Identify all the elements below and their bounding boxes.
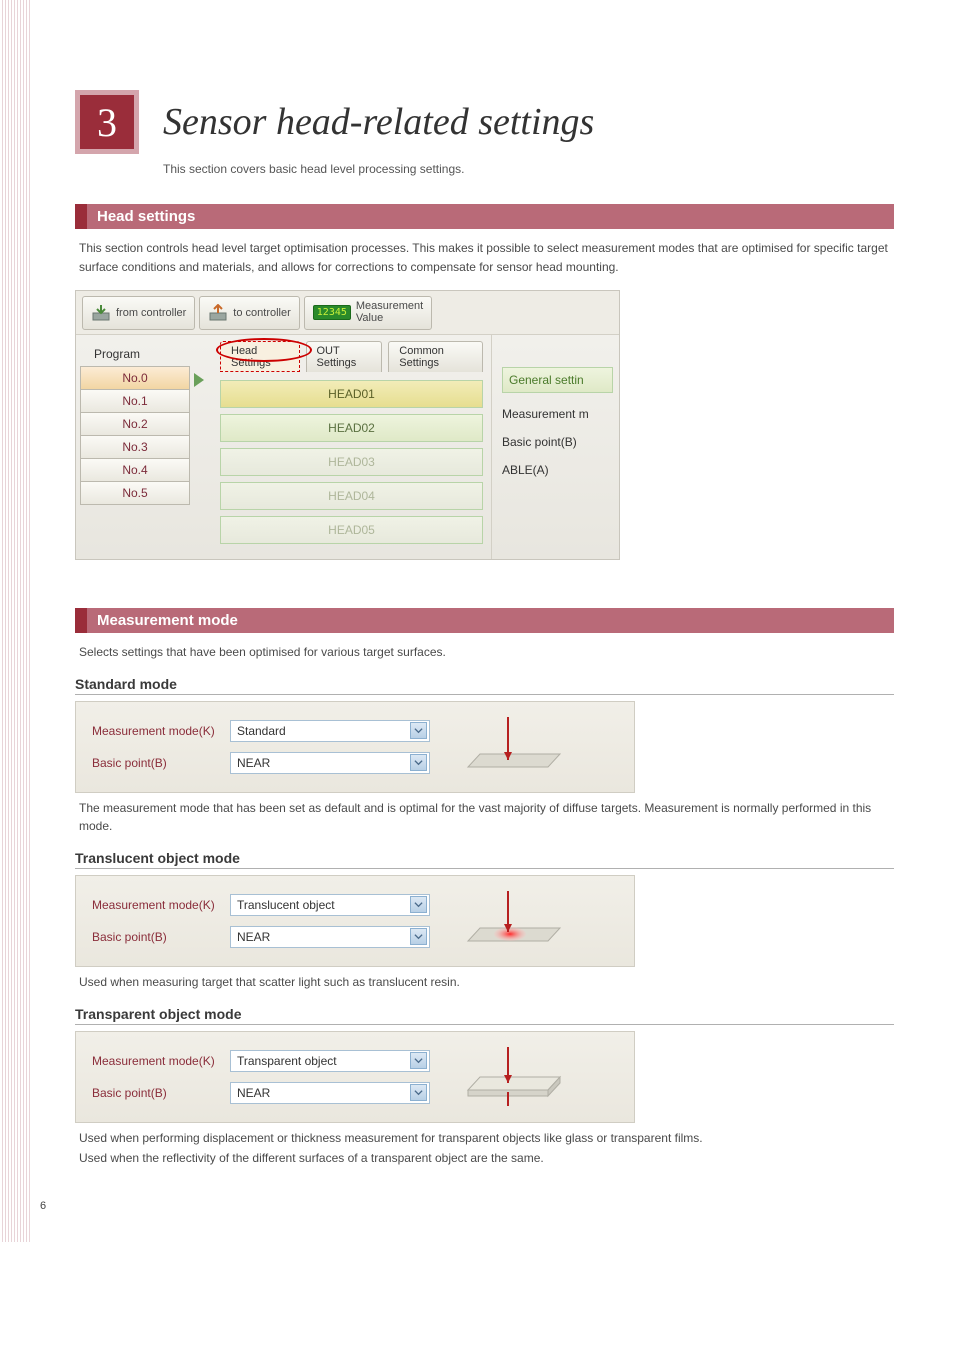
head-item-1[interactable]: HEAD01 bbox=[220, 380, 483, 408]
controller-screenshot: from controller to controller 12345 Meas… bbox=[75, 290, 620, 560]
program-item-3[interactable]: No.3 bbox=[80, 435, 190, 459]
from-controller-label: from controller bbox=[116, 307, 186, 319]
transparent-mode-panel: Measurement mode(K) Transparent object B… bbox=[75, 1031, 635, 1123]
arrow-right-icon bbox=[194, 373, 204, 387]
translucent-mode-panel: Measurement mode(K) Translucent object B… bbox=[75, 875, 635, 967]
chevron-down-icon bbox=[410, 928, 427, 945]
section-head-settings-title: Head settings bbox=[87, 204, 894, 229]
to-controller-label: to controller bbox=[233, 307, 290, 319]
section-measurement-bar: Measurement mode bbox=[75, 608, 894, 633]
chevron-down-icon bbox=[410, 754, 427, 771]
tab-common-settings[interactable]: Common Settings bbox=[388, 341, 483, 372]
program-item-4[interactable]: No.4 bbox=[80, 458, 190, 482]
standard-desc: The measurement mode that has been set a… bbox=[79, 799, 890, 836]
chevron-down-icon bbox=[410, 896, 427, 913]
standard-mode-value: Standard bbox=[237, 724, 286, 738]
transparent-mode-heading: Transparent object mode bbox=[75, 1006, 894, 1025]
chevron-down-icon bbox=[410, 722, 427, 739]
standard-basic-value: NEAR bbox=[237, 756, 270, 770]
arrow-indicator bbox=[194, 335, 220, 559]
measurement-mode-label-3: Measurement mode(K) bbox=[92, 1054, 220, 1068]
chevron-down-icon bbox=[410, 1084, 427, 1101]
measurement-body: Selects settings that have been optimise… bbox=[79, 643, 890, 662]
controller-toolbar: from controller to controller 12345 Meas… bbox=[76, 291, 619, 335]
from-controller-button[interactable]: from controller bbox=[82, 296, 195, 330]
translucent-basic-dropdown[interactable]: NEAR bbox=[230, 926, 430, 948]
to-controller-button[interactable]: to controller bbox=[199, 296, 299, 330]
transparent-basic-value: NEAR bbox=[237, 1086, 270, 1100]
program-item-5[interactable]: No.5 bbox=[80, 481, 190, 505]
right-general[interactable]: General settin bbox=[502, 367, 613, 393]
tab-head-settings[interactable]: Head Settings bbox=[220, 341, 300, 372]
download-icon bbox=[91, 304, 111, 322]
translucent-mode-heading: Translucent object mode bbox=[75, 850, 894, 869]
chapter-number-badge: 3 bbox=[75, 90, 139, 154]
translucent-mode-value: Translucent object bbox=[237, 898, 335, 912]
translucent-mode-dropdown[interactable]: Translucent object bbox=[230, 894, 430, 916]
measurement-value-button[interactable]: 12345 Measurement Value bbox=[304, 296, 432, 330]
right-basic: Basic point(B) bbox=[502, 435, 613, 449]
basic-point-label-2: Basic point(B) bbox=[92, 930, 220, 944]
upload-icon bbox=[208, 304, 228, 322]
measurement-value-label: Measurement Value bbox=[356, 301, 423, 324]
standard-mode-heading: Standard mode bbox=[75, 676, 894, 695]
translucent-desc: Used when measuring target that scatter … bbox=[79, 973, 890, 992]
transparent-mode-value: Transparent object bbox=[237, 1054, 337, 1068]
standard-mode-dropdown[interactable]: Standard bbox=[230, 720, 430, 742]
tab-out-settings[interactable]: OUT Settings bbox=[306, 341, 383, 372]
right-measure: Measurement m bbox=[502, 407, 613, 421]
section-accent bbox=[75, 204, 87, 229]
program-panel: Program No.0 No.1 No.2 No.3 No.4 No.5 bbox=[76, 335, 194, 559]
program-label: Program bbox=[94, 347, 190, 361]
chapter-header: 3 Sensor head-related settings bbox=[75, 90, 894, 154]
section-accent-2 bbox=[75, 608, 87, 633]
basic-point-label-3: Basic point(B) bbox=[92, 1086, 220, 1100]
head-item-3[interactable]: HEAD03 bbox=[220, 448, 483, 476]
transparent-desc-2: Used when the reflectivity of the differ… bbox=[79, 1149, 890, 1168]
standard-diagram bbox=[448, 712, 568, 782]
head-item-5[interactable]: HEAD05 bbox=[220, 516, 483, 544]
page-number: 6 bbox=[40, 1200, 46, 1212]
head-item-2[interactable]: HEAD02 bbox=[220, 414, 483, 442]
translucent-basic-value: NEAR bbox=[237, 930, 270, 944]
standard-mode-panel: Measurement mode(K) Standard Basic point… bbox=[75, 701, 635, 793]
chapter-intro: This section covers basic head level pro… bbox=[163, 162, 894, 176]
head-settings-body: This section controls head level target … bbox=[79, 239, 890, 276]
measurement-mode-label-2: Measurement mode(K) bbox=[92, 898, 220, 912]
transparent-diagram bbox=[448, 1042, 568, 1112]
chevron-down-icon bbox=[410, 1052, 427, 1069]
section-measurement-title: Measurement mode bbox=[87, 608, 894, 633]
translucent-diagram bbox=[448, 886, 568, 956]
program-item-0[interactable]: No.0 bbox=[80, 366, 190, 390]
transparent-mode-dropdown[interactable]: Transparent object bbox=[230, 1050, 430, 1072]
basic-point-label: Basic point(B) bbox=[92, 756, 220, 770]
measurement-mode-label: Measurement mode(K) bbox=[92, 724, 220, 738]
program-item-2[interactable]: No.2 bbox=[80, 412, 190, 436]
program-item-1[interactable]: No.1 bbox=[80, 389, 190, 413]
standard-basic-dropdown[interactable]: NEAR bbox=[230, 752, 430, 774]
head-item-4[interactable]: HEAD04 bbox=[220, 482, 483, 510]
right-able: ABLE(A) bbox=[502, 463, 613, 477]
section-head-settings-bar: Head settings bbox=[75, 204, 894, 229]
chapter-title: Sensor head-related settings bbox=[163, 100, 594, 144]
transparent-basic-dropdown[interactable]: NEAR bbox=[230, 1082, 430, 1104]
transparent-desc-1: Used when performing displacement or thi… bbox=[79, 1129, 890, 1148]
right-panel: General settin Measurement m Basic point… bbox=[491, 335, 619, 559]
measurement-badge-icon: 12345 bbox=[313, 305, 351, 320]
